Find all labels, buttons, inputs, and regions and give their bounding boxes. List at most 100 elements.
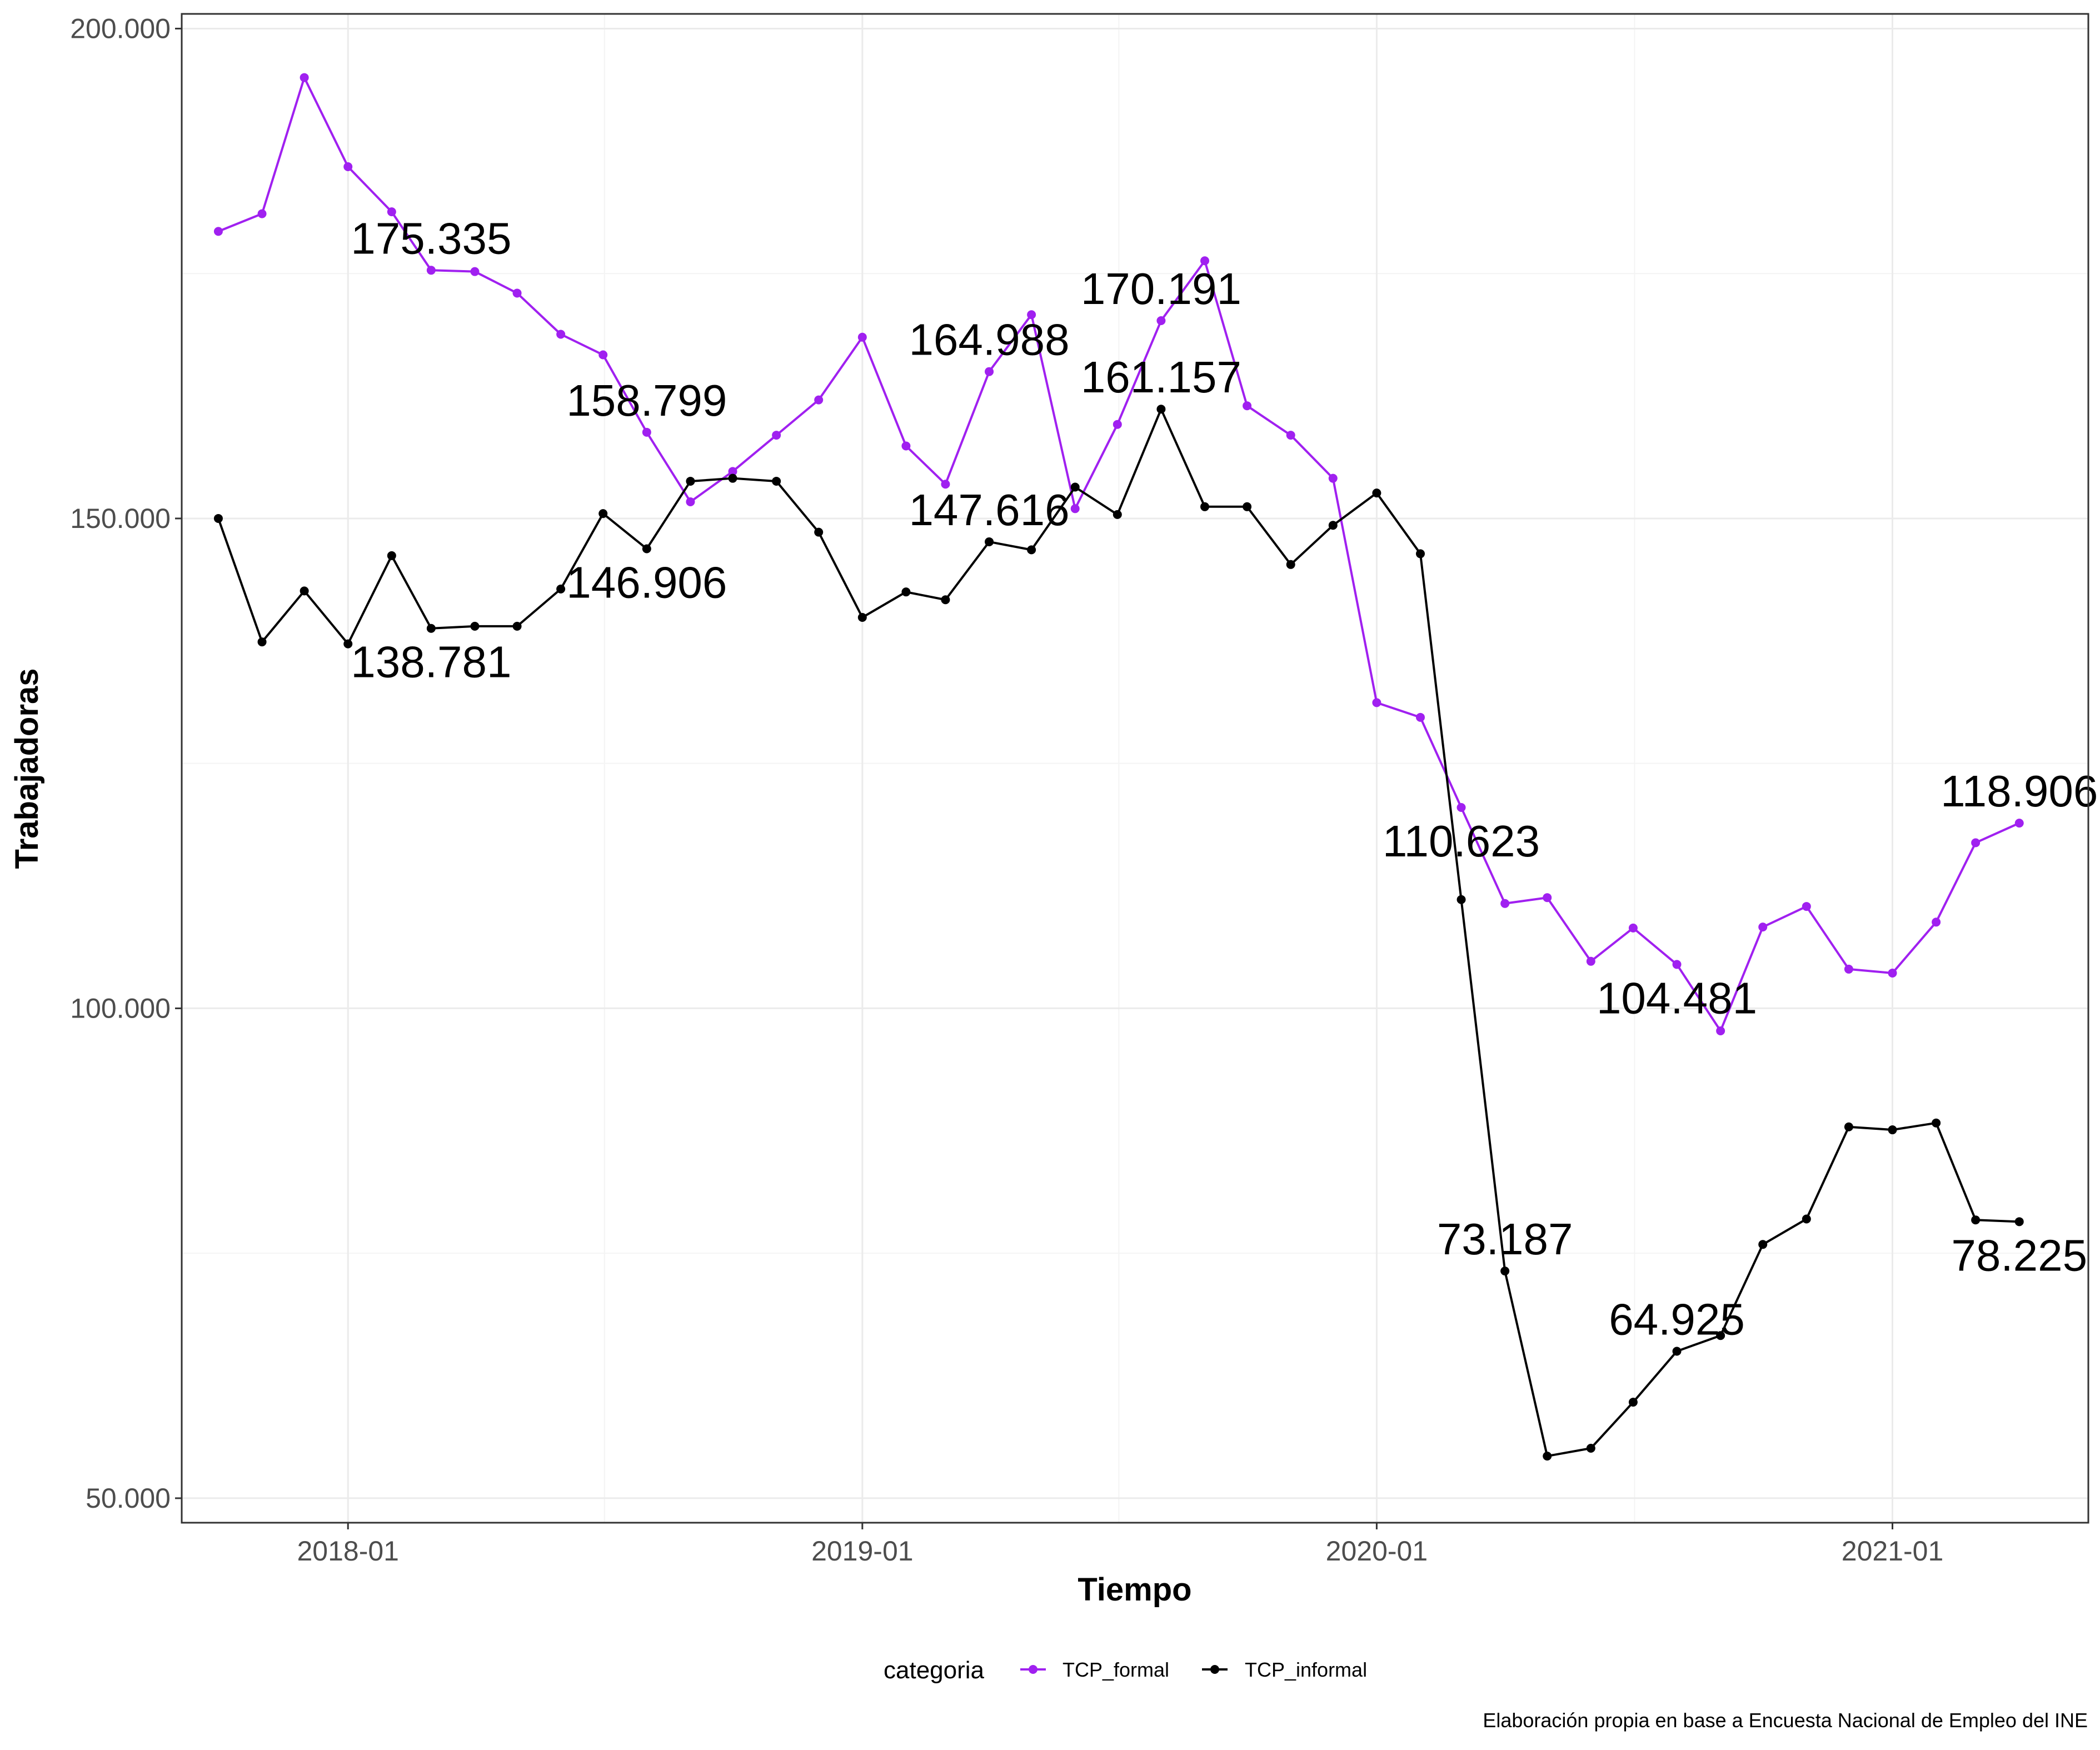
data-point-tcp-informal [642,544,651,554]
data-point-tcp-informal [387,551,396,560]
data-point-tcp-formal [300,73,309,82]
x-axis-title: Tiempo [1078,1572,1191,1608]
data-point-tcp-informal [1586,1444,1595,1453]
data-label: 110.623 [1383,816,1540,866]
data-point-tcp-informal [426,624,436,633]
data-point-tcp-formal [1672,960,1682,969]
legend: categoria TCP_formal TCP_informal [884,1657,1367,1684]
data-point-tcp-formal [1716,1026,1725,1035]
data-point-tcp-formal [426,266,436,275]
data-point-tcp-informal [1628,1398,1638,1407]
minor-gridlines [182,14,2088,1523]
data-label: 161.157 [1081,352,1241,402]
data-point-tcp-informal [1758,1240,1768,1249]
data-point-tcp-informal [512,621,522,631]
data-label: 104.481 [1597,973,1757,1023]
data-point-tcp-informal [857,613,867,622]
data-point-tcp-formal [1027,310,1036,320]
y-tick-label: 100.000 [70,993,171,1024]
data-point-tcp-informal [598,509,608,518]
data-point-tcp-informal [1243,502,1252,511]
data-point-tcp-formal [1200,256,1210,266]
data-point-tcp-formal [642,427,651,437]
x-tick-label: 2019-01 [811,1535,914,1567]
data-point-tcp-informal [1156,405,1166,414]
data-point-tcp-informal [1672,1347,1682,1356]
data-point-tcp-informal [257,637,267,647]
data-point-tcp-formal [1758,923,1768,932]
data-point-tcp-informal [1971,1215,1981,1225]
data-point-tcp-informal [1416,549,1425,559]
data-label: 64.925 [1609,1294,1745,1344]
data-point-tcp-formal [772,431,781,440]
data-point-tcp-informal [1200,502,1210,511]
chart-caption: Elaboración propia en base a Encuesta Na… [1483,1709,2088,1732]
data-point-tcp-formal [1543,893,1552,903]
data-point-tcp-informal [772,476,781,486]
data-point-tcp-informal [686,476,695,486]
x-tick-label: 2018-01 [297,1535,399,1567]
data-point-tcp-formal [1113,420,1122,429]
data-point-tcp-formal [1456,803,1466,812]
legend-key-point-formal [1029,1665,1037,1674]
data-point-tcp-informal [2014,1217,2024,1227]
x-tick-label: 2020-01 [1326,1535,1428,1567]
data-point-tcp-informal [213,513,223,523]
plot-background [182,14,2088,1523]
data-point-tcp-formal [257,209,267,218]
data-point-tcp-informal [1932,1118,1941,1128]
legend-label-formal: TCP_formal [1063,1658,1169,1681]
data-point-tcp-informal [343,639,353,649]
data-point-tcp-informal [1113,510,1122,519]
data-point-tcp-informal [1328,521,1338,530]
data-point-tcp-formal [985,367,994,376]
data-label: 158.799 [566,376,727,425]
data-point-tcp-informal [901,587,911,597]
data-label: 73.187 [1437,1214,1573,1264]
data-point-tcp-informal [1456,895,1466,904]
series-layer [213,73,2024,1461]
data-point-tcp-informal [1027,545,1036,555]
x-tick-label: 2021-01 [1842,1535,1944,1567]
data-point-tcp-formal [941,480,950,489]
major-gridlines [182,14,2088,1523]
data-point-tcp-formal [1070,504,1080,513]
data-point-tcp-informal [941,595,950,605]
data-point-tcp-formal [1156,316,1166,325]
data-point-tcp-formal [1971,838,1981,847]
legend-label-informal: TCP_informal [1245,1658,1367,1681]
data-point-tcp-formal [1586,956,1595,966]
data-point-tcp-formal [1888,968,1897,978]
data-point-tcp-informal [985,537,994,546]
data-point-tcp-formal [728,467,737,476]
data-point-tcp-formal [470,267,480,276]
y-tick-label: 50.000 [86,1483,171,1514]
data-label: 170.191 [1081,264,1241,313]
data-point-tcp-formal [512,288,522,298]
data-point-tcp-formal [1628,923,1638,933]
data-point-tcp-informal [1888,1125,1897,1135]
y-tick-label: 200.000 [70,13,171,44]
data-point-tcp-formal [556,330,566,339]
data-point-tcp-informal [1500,1267,1510,1276]
data-point-tcp-formal [1328,473,1338,483]
x-axis: 2018-01 2019-01 2020-01 2021-01 [297,1523,1943,1567]
data-point-tcp-formal [1802,902,1811,911]
data-label: 175.335 [351,213,511,263]
data-point-tcp-informal [1543,1452,1552,1461]
y-axis: 50.000 100.000 150.000 200.000 [70,13,182,1514]
data-point-tcp-informal [470,621,480,631]
data-point-tcp-formal [1500,899,1510,908]
data-point-tcp-formal [387,207,396,217]
data-point-tcp-formal [2014,819,2024,828]
data-point-tcp-formal [343,162,353,172]
data-point-tcp-informal [1802,1214,1811,1224]
data-point-tcp-formal [1416,712,1425,722]
y-tick-label: 150.000 [70,503,171,534]
data-point-tcp-informal [556,584,566,594]
data-point-tcp-formal [213,227,223,236]
data-point-tcp-formal [1372,698,1381,707]
data-point-tcp-informal [1844,1122,1853,1131]
